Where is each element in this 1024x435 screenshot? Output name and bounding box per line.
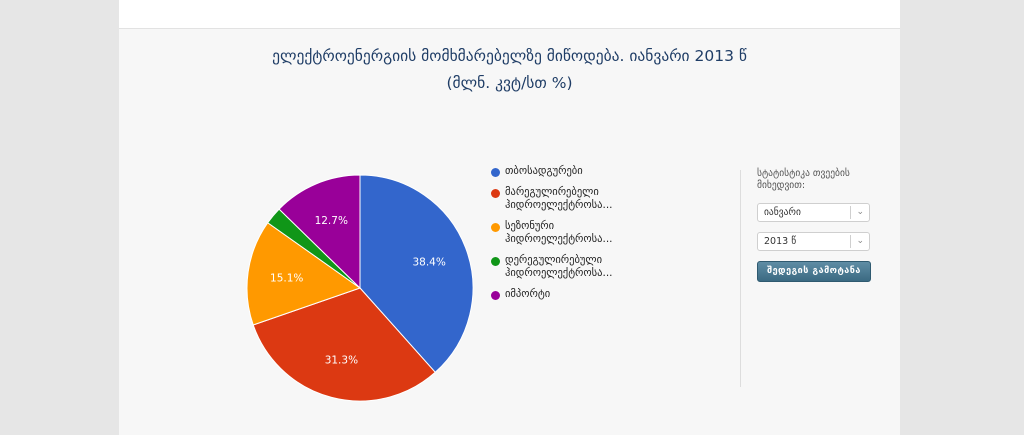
slice-data-label: 12.7% xyxy=(315,215,348,227)
chart-title-main: ელექტროენერგიის მომხმარებელზე მიწოდება. … xyxy=(272,47,747,65)
legend-label: იმპორტი xyxy=(505,287,551,300)
top-strip xyxy=(119,0,900,29)
legend-label: დერეგულირებული ჰიდროელექტროსა... xyxy=(505,253,613,280)
select-separator xyxy=(850,235,851,248)
slice-data-label: 15.1% xyxy=(270,273,303,285)
legend-swatch-icon xyxy=(491,222,500,232)
slice-data-label: 31.3% xyxy=(325,355,358,367)
slice-data-label: 38.4% xyxy=(412,257,445,269)
chart-subtitle: (მლნ. კვტ/სთ %) xyxy=(446,74,573,92)
chevron-down-icon[interactable]: ⌄ xyxy=(856,236,864,246)
legend-swatch-icon xyxy=(491,168,500,177)
month-select[interactable]: იანვარი ⌄ xyxy=(757,203,870,222)
pie-slice[interactable] xyxy=(359,174,474,373)
legend-item[interactable]: მარეგულირებელი ჰიდროელექტროსა... xyxy=(491,186,641,213)
pie-slice[interactable] xyxy=(252,287,436,402)
legend-swatch-icon xyxy=(491,188,500,198)
submit-button[interactable]: შედეგის გამოტანა xyxy=(757,261,871,282)
pie-slice[interactable] xyxy=(278,174,361,290)
legend-item[interactable]: დერეგულირებული ჰიდროელექტროსა... xyxy=(491,254,641,281)
pie-slice[interactable] xyxy=(246,222,362,326)
legend-item[interactable]: თბოსადგურები xyxy=(491,165,641,179)
side-panel: სტატისტიკა თვეების მიხედვით: იანვარი ⌄ 2… xyxy=(757,168,873,282)
legend-item[interactable]: იმპორტი xyxy=(491,288,641,302)
chart-title: ელექტროენერგიის მომხმარებელზე მიწოდება. … xyxy=(119,43,900,97)
page-card: ელექტროენერგიის მომხმარებელზე მიწოდება. … xyxy=(119,0,900,435)
legend-label: სეზონური ჰიდროელექტროსა... xyxy=(505,219,613,246)
legend-item[interactable]: სეზონური ჰიდროელექტროსა... xyxy=(491,220,641,247)
year-select[interactable]: 2013 წ ⌄ xyxy=(757,232,870,251)
legend-label: თბოსადგურები xyxy=(505,165,583,177)
pie-chart: 38.4% 31.3% 15.1% 12.7% xyxy=(246,174,474,402)
divider xyxy=(740,170,741,387)
legend-label: მარეგულირებელი ჰიდროელექტროსა... xyxy=(505,185,613,212)
side-panel-label: სტატისტიკა თვეების მიხედვით: xyxy=(757,168,850,191)
legend-swatch-icon xyxy=(491,256,500,266)
year-select-value: 2013 წ xyxy=(764,236,797,247)
chevron-down-icon[interactable]: ⌄ xyxy=(856,207,864,217)
legend-swatch-icon xyxy=(491,290,500,300)
select-separator xyxy=(850,206,851,219)
month-select-value: იანვარი xyxy=(764,207,801,218)
legend: თბოსადგურები მარეგულირებელი ჰიდროელექტროს… xyxy=(491,165,641,308)
